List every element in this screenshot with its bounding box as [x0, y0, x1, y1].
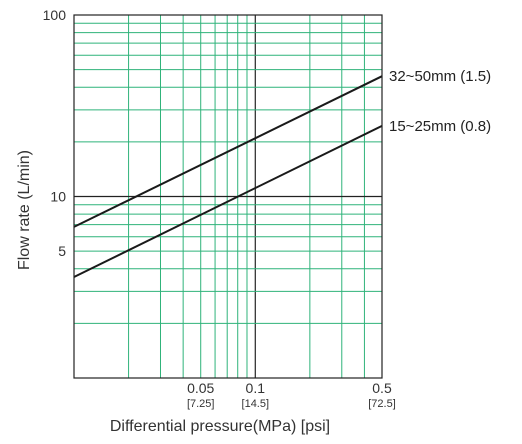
plot-frame — [73, 14, 383, 379]
x-tick-sublabel: [14.5] — [242, 398, 270, 410]
y-tick-label: 100 — [43, 7, 67, 23]
y-tick-label: 10 — [50, 189, 66, 205]
y-tick-label: 5 — [58, 243, 66, 259]
y-axis-label: Flow rate (L/min) — [16, 150, 33, 270]
x-tick-label: 0.05 — [187, 380, 214, 396]
series-line — [73, 75, 383, 228]
x-tick-label: 0.1 — [246, 380, 266, 396]
y-tick-labels: 100 10 5 — [43, 7, 67, 259]
x-tick-label: 0.5 — [372, 380, 392, 396]
x-axis-label: Differential pressure(MPa) [psi] — [110, 418, 330, 435]
grid — [74, 15, 382, 378]
x-tick-sublabel: [72.5] — [368, 398, 396, 410]
series-lines — [73, 75, 383, 278]
x-tick-sublabel: [7.25] — [187, 398, 215, 410]
series-label: 15~25mm (0.8) — [389, 118, 491, 135]
x-tick-labels: 0.05 [7.25] 0.1 [14.5] 0.5 [72.5] — [187, 380, 396, 410]
series-label: 32~50mm (1.5) — [389, 68, 491, 85]
series-labels: 32~50mm (1.5) 15~25mm (0.8) — [389, 68, 491, 135]
series-line — [73, 124, 383, 278]
